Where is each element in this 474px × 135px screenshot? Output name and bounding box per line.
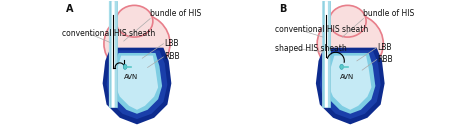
Ellipse shape bbox=[123, 64, 127, 69]
Polygon shape bbox=[107, 50, 167, 119]
Polygon shape bbox=[116, 56, 158, 110]
Text: B: B bbox=[279, 4, 286, 14]
FancyBboxPatch shape bbox=[112, 1, 115, 107]
Text: A: A bbox=[65, 4, 73, 14]
Text: bundle of HIS: bundle of HIS bbox=[364, 9, 415, 18]
Text: conventional HIS sheath: conventional HIS sheath bbox=[275, 25, 368, 34]
Polygon shape bbox=[320, 50, 381, 119]
FancyBboxPatch shape bbox=[109, 1, 118, 108]
FancyBboxPatch shape bbox=[322, 1, 331, 108]
Polygon shape bbox=[112, 53, 162, 114]
Ellipse shape bbox=[116, 5, 153, 37]
Text: shaped HIS sheath: shaped HIS sheath bbox=[275, 45, 346, 53]
FancyBboxPatch shape bbox=[325, 1, 328, 107]
Polygon shape bbox=[316, 48, 384, 124]
Text: RBB: RBB bbox=[377, 55, 393, 64]
Text: LBB: LBB bbox=[164, 38, 179, 48]
Text: AVN: AVN bbox=[124, 74, 138, 80]
Text: AVN: AVN bbox=[340, 74, 355, 80]
Text: RBB: RBB bbox=[164, 52, 180, 61]
Ellipse shape bbox=[104, 13, 170, 74]
Text: bundle of HIS: bundle of HIS bbox=[150, 9, 201, 18]
Polygon shape bbox=[325, 53, 375, 114]
Polygon shape bbox=[329, 56, 372, 110]
Ellipse shape bbox=[340, 64, 344, 69]
Polygon shape bbox=[102, 48, 172, 124]
Ellipse shape bbox=[329, 5, 366, 37]
Text: LBB: LBB bbox=[377, 43, 392, 52]
Text: conventional HIS sheath: conventional HIS sheath bbox=[62, 29, 155, 38]
Ellipse shape bbox=[317, 13, 383, 74]
